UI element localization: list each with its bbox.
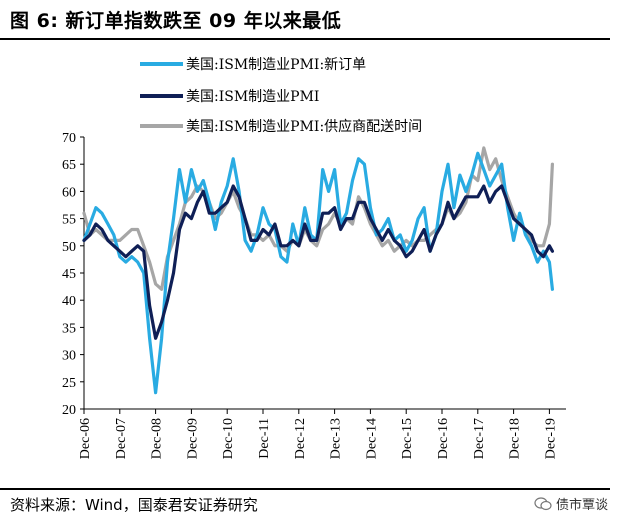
y-tick-label: 50 (62, 240, 76, 255)
y-tick-label: 20 (62, 403, 76, 418)
y-tick-label: 35 (62, 321, 76, 336)
x-tick-label: Dec-16 (436, 418, 451, 459)
legend-item: 美国:ISM制造业PMI:供应商配送时间 (140, 118, 422, 135)
watermark-text: 债市覃谈 (555, 498, 608, 513)
legend-label: 美国:ISM制造业PMI:新订单 (186, 57, 366, 73)
y-tick-label: 45 (62, 267, 76, 282)
legend-item: 美国:ISM制造业PMI:新订单 (140, 57, 366, 73)
y-tick-label: 30 (62, 349, 76, 364)
y-tick-label: 25 (62, 376, 76, 391)
x-tick-label: Dec-07 (114, 418, 129, 459)
wechat-icon (534, 496, 552, 510)
legend-label: 美国:ISM制造业PMI:供应商配送时间 (186, 118, 422, 135)
x-tick-label: Dec-08 (150, 418, 165, 459)
x-tick-label: Dec-11 (257, 418, 272, 459)
x-tick-label: Dec-14 (364, 418, 379, 459)
chart-axes: 20 25 30 35 40 45 50 55 60 65 70 Dec-06 Dec-07 Dec-08… (62, 131, 566, 459)
x-tick-label: Dec-06 (78, 418, 93, 459)
y-tick-label: 55 (62, 213, 76, 228)
source-note: 资料来源：Wind，国泰君安证券研究 (10, 496, 258, 514)
y-tick-label: 60 (62, 185, 76, 200)
legend-item: 美国:ISM制造业PMI (140, 89, 319, 105)
source-divider (0, 488, 610, 490)
figure-title: 图 6: 新订单指数跌至 09 年以来最低 (10, 10, 342, 32)
x-tick-label: Dec-17 (472, 418, 487, 459)
x-tick-label: Dec-18 (508, 418, 523, 459)
series-line-new-orders (82, 151, 554, 395)
y-tick-label: 70 (62, 131, 76, 146)
y-tick-label: 40 (62, 294, 76, 309)
x-tick-label: Dec-15 (400, 418, 415, 459)
chart-series (82, 146, 554, 395)
x-tick-label: Dec-09 (185, 418, 200, 459)
series-line-pmi (82, 184, 554, 340)
y-tick-label: 65 (62, 158, 76, 173)
watermark: 债市覃谈 (534, 494, 608, 513)
x-tick-label: Dec-12 (293, 418, 308, 459)
legend-label: 美国:ISM制造业PMI (186, 89, 319, 105)
x-tick-label: Dec-13 (329, 418, 344, 459)
title-divider (0, 38, 610, 40)
x-tick-label: Dec-10 (221, 418, 236, 459)
x-tick-label: Dec-19 (543, 418, 558, 459)
series-line-supplier-deliveries (82, 146, 554, 291)
